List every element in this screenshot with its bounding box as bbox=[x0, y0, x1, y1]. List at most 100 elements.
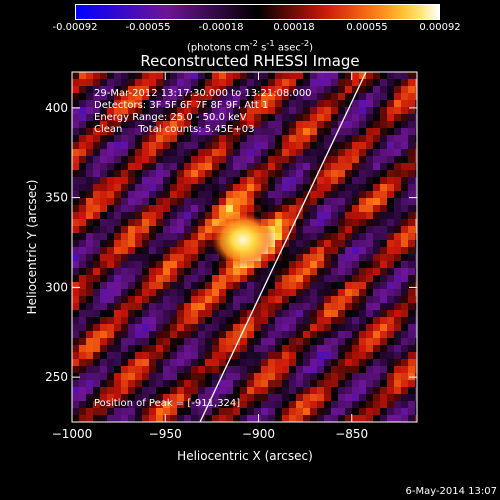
image-pixel bbox=[184, 359, 191, 366]
image-pixel bbox=[212, 86, 219, 93]
image-pixel bbox=[191, 394, 198, 401]
image-pixel bbox=[121, 135, 128, 142]
image-pixel bbox=[331, 212, 338, 219]
image-pixel bbox=[282, 401, 289, 408]
image-pixel bbox=[380, 72, 387, 79]
image-pixel bbox=[233, 100, 240, 107]
image-pixel bbox=[359, 366, 366, 373]
image-pixel bbox=[261, 310, 268, 317]
image-pixel bbox=[100, 387, 107, 394]
image-pixel bbox=[254, 282, 261, 289]
image-pixel bbox=[261, 121, 268, 128]
image-pixel bbox=[219, 149, 226, 156]
image-pixel bbox=[324, 261, 331, 268]
image-pixel bbox=[310, 177, 317, 184]
image-pixel bbox=[296, 184, 303, 191]
image-pixel bbox=[289, 247, 296, 254]
image-pixel bbox=[198, 212, 205, 219]
image-pixel bbox=[324, 93, 331, 100]
image-pixel bbox=[282, 149, 289, 156]
image-pixel bbox=[282, 114, 289, 121]
image-pixel bbox=[198, 352, 205, 359]
image-pixel bbox=[191, 373, 198, 380]
image-pixel bbox=[114, 128, 121, 135]
image-pixel bbox=[156, 415, 163, 422]
image-pixel bbox=[303, 184, 310, 191]
image-pixel bbox=[107, 310, 114, 317]
image-pixel bbox=[79, 275, 86, 282]
image-pixel bbox=[226, 177, 233, 184]
image-pixel bbox=[233, 324, 240, 331]
image-pixel bbox=[163, 394, 170, 401]
image-pixel bbox=[226, 135, 233, 142]
image-pixel bbox=[401, 380, 408, 387]
image-pixel bbox=[408, 121, 415, 128]
image-pixel bbox=[198, 247, 205, 254]
image-pixel bbox=[380, 387, 387, 394]
image-pixel bbox=[296, 254, 303, 261]
image-pixel bbox=[198, 380, 205, 387]
image-pixel bbox=[198, 128, 205, 135]
image-pixel bbox=[338, 380, 345, 387]
image-pixel bbox=[107, 366, 114, 373]
image-pixel bbox=[86, 240, 93, 247]
image-pixel bbox=[247, 72, 254, 79]
image-pixel bbox=[149, 226, 156, 233]
image-pixel bbox=[170, 135, 177, 142]
image-pixel bbox=[142, 135, 149, 142]
image-pixel bbox=[254, 310, 261, 317]
image-pixel bbox=[261, 177, 268, 184]
image-pixel bbox=[373, 79, 380, 86]
image-pixel bbox=[373, 261, 380, 268]
image-pixel bbox=[268, 373, 275, 380]
image-pixel bbox=[401, 177, 408, 184]
image-pixel bbox=[149, 219, 156, 226]
image-pixel bbox=[72, 345, 79, 352]
image-pixel bbox=[380, 114, 387, 121]
image-pixel bbox=[373, 198, 380, 205]
image-pixel bbox=[345, 163, 352, 170]
image-pixel bbox=[79, 338, 86, 345]
y-tick-label: 300 bbox=[45, 280, 68, 294]
image-pixel bbox=[387, 359, 394, 366]
image-pixel bbox=[205, 149, 212, 156]
image-pixel bbox=[247, 415, 254, 422]
image-pixel bbox=[352, 282, 359, 289]
image-pixel bbox=[387, 317, 394, 324]
image-pixel bbox=[72, 268, 79, 275]
image-pixel bbox=[394, 205, 401, 212]
image-pixel bbox=[72, 163, 79, 170]
image-pixel bbox=[254, 170, 261, 177]
image-pixel bbox=[380, 128, 387, 135]
image-pixel bbox=[317, 100, 324, 107]
image-pixel bbox=[338, 100, 345, 107]
image-pixel bbox=[387, 72, 394, 79]
image-pixel bbox=[331, 345, 338, 352]
image-pixel bbox=[268, 331, 275, 338]
image-pixel bbox=[373, 240, 380, 247]
image-pixel bbox=[254, 317, 261, 324]
image-pixel bbox=[275, 345, 282, 352]
image-pixel bbox=[282, 72, 289, 79]
image-pixel bbox=[163, 177, 170, 184]
image-pixel bbox=[310, 212, 317, 219]
image-pixel bbox=[380, 401, 387, 408]
image-pixel bbox=[93, 380, 100, 387]
image-pixel bbox=[142, 93, 149, 100]
image-pixel bbox=[373, 352, 380, 359]
image-pixel bbox=[373, 114, 380, 121]
image-pixel bbox=[107, 394, 114, 401]
image-pixel bbox=[191, 135, 198, 142]
image-pixel bbox=[352, 107, 359, 114]
image-pixel bbox=[268, 121, 275, 128]
image-pixel bbox=[331, 233, 338, 240]
image-pixel bbox=[303, 100, 310, 107]
image-pixel bbox=[240, 331, 247, 338]
image-pixel bbox=[100, 142, 107, 149]
image-pixel bbox=[282, 338, 289, 345]
image-pixel bbox=[296, 170, 303, 177]
image-pixel bbox=[184, 366, 191, 373]
image-pixel bbox=[394, 296, 401, 303]
image-pixel bbox=[198, 261, 205, 268]
